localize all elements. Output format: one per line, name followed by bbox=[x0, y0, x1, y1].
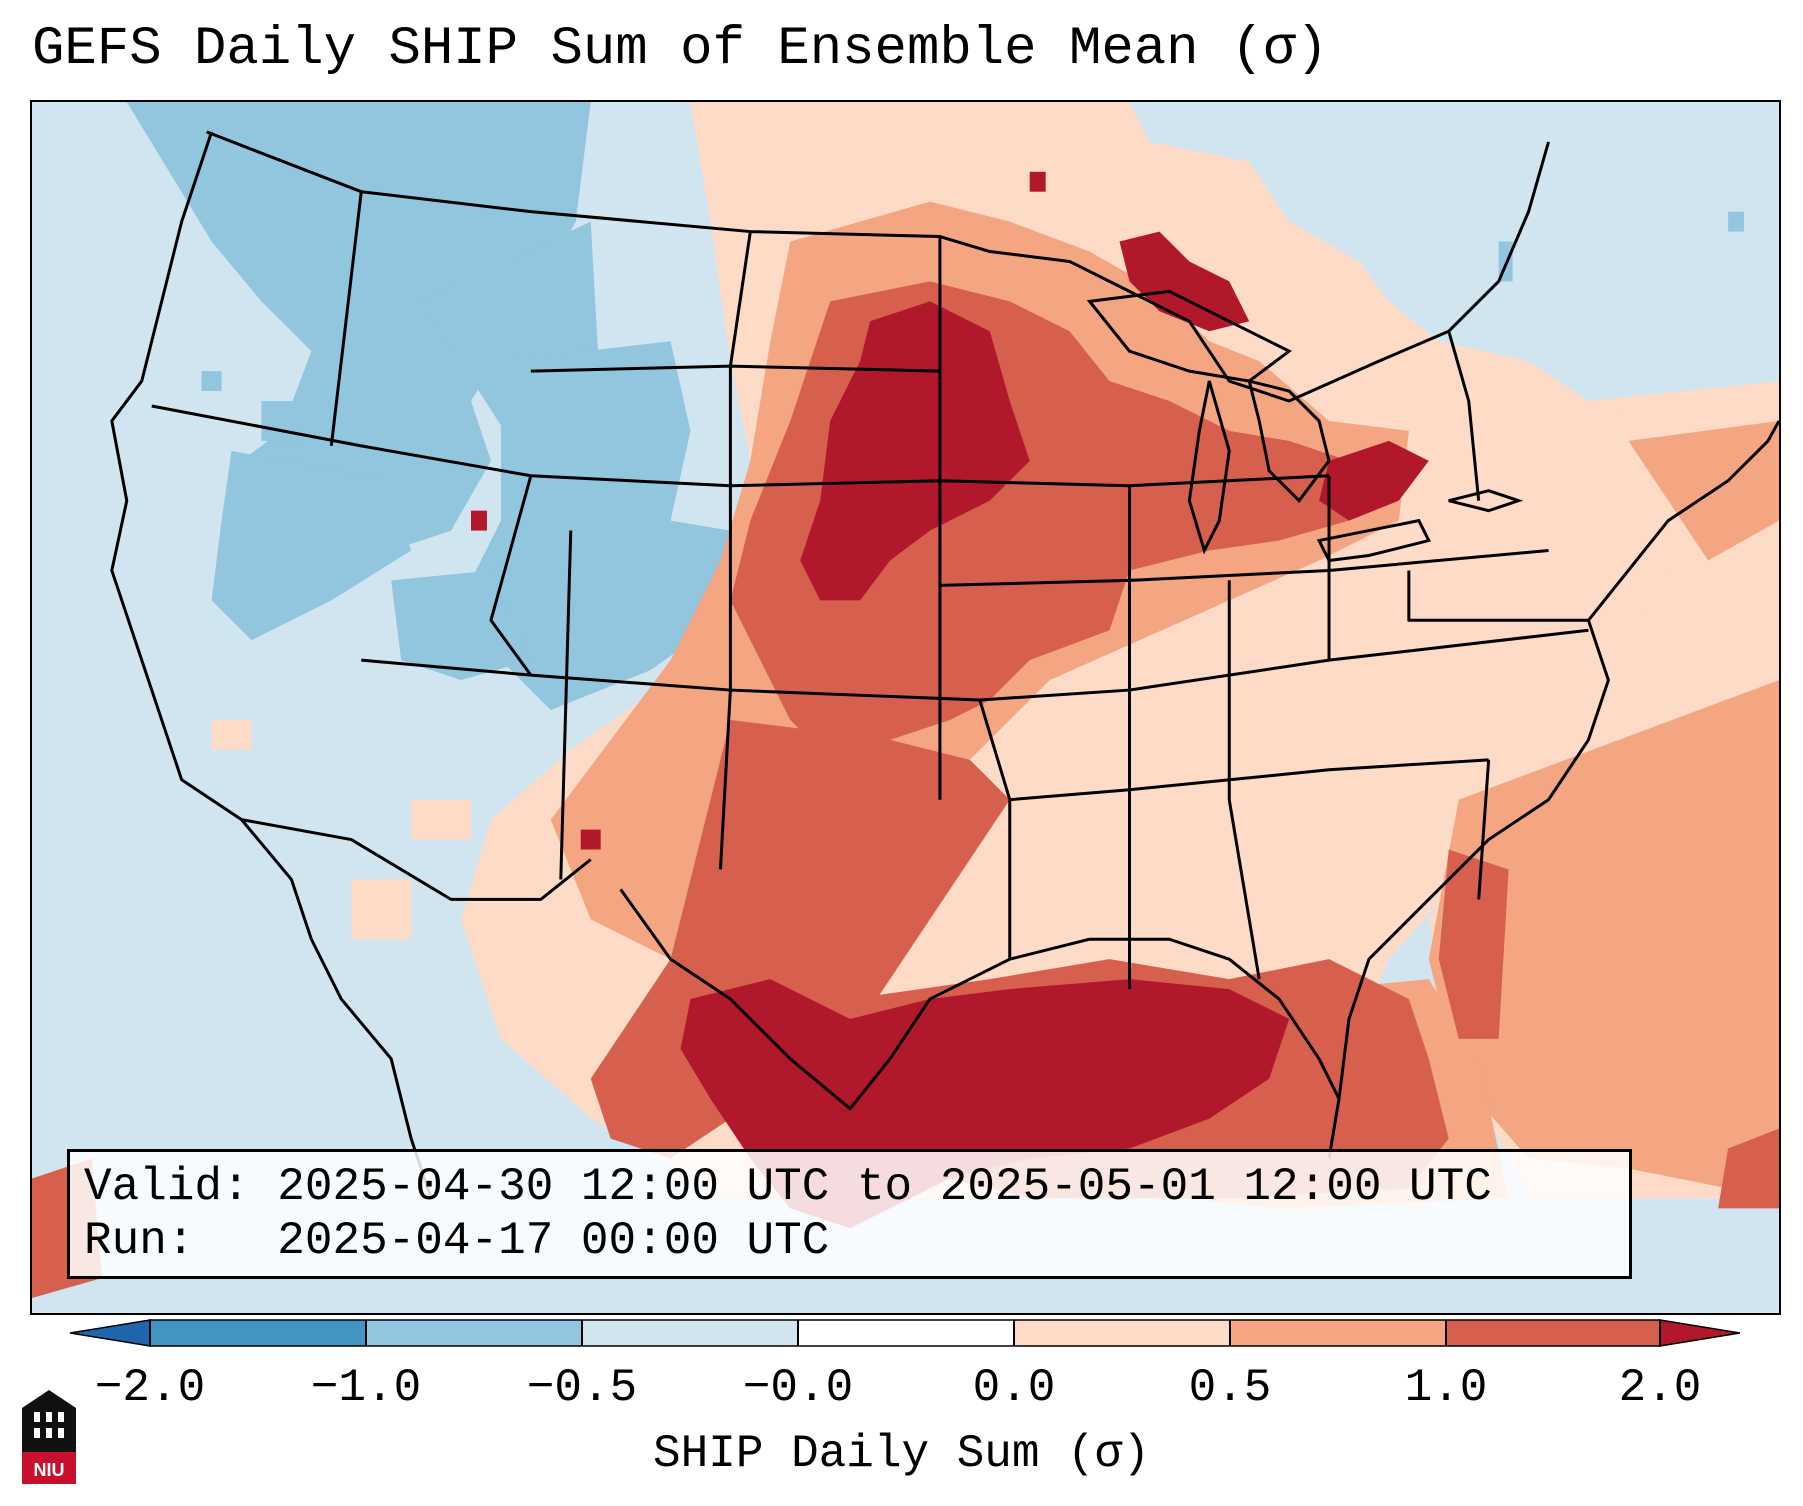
colorbar-extend-high bbox=[1659, 1319, 1740, 1347]
niu-logo-text: NIU bbox=[34, 1460, 65, 1480]
niu-logo: NIU bbox=[22, 1390, 76, 1484]
negative-region-rockies bbox=[211, 341, 731, 710]
colorbar-tick-label: −2.0 bbox=[94, 1362, 206, 1414]
border-line bbox=[1477, 759, 1491, 900]
border-line bbox=[489, 475, 533, 676]
border-line bbox=[329, 191, 363, 447]
canada-border bbox=[206, 130, 1550, 403]
west-coastline bbox=[110, 131, 433, 1199]
colorbar-tick-label: −1.0 bbox=[310, 1362, 422, 1414]
run-label: Run: bbox=[84, 1215, 195, 1267]
valid-value: 2025-04-30 12:00 UTC to 2025-05-01 12:00… bbox=[277, 1161, 1492, 1213]
ship-field-map bbox=[32, 102, 1779, 1313]
colorbar-segment bbox=[582, 1320, 798, 1346]
colorbar-tick-label: 2.0 bbox=[1618, 1362, 1702, 1414]
colorbar-segment bbox=[1230, 1320, 1446, 1346]
map-panel bbox=[30, 100, 1781, 1315]
colorbar-segment bbox=[798, 1320, 1014, 1346]
colorbar-tick-label: 0.5 bbox=[1188, 1362, 1272, 1414]
colorbar bbox=[70, 1319, 1740, 1347]
colorbar-extend-low bbox=[70, 1319, 151, 1347]
east-coastline bbox=[1337, 420, 1779, 1099]
border-line bbox=[718, 689, 732, 870]
colorbar-segment bbox=[1014, 1320, 1230, 1346]
border-line bbox=[1407, 570, 1589, 622]
colorbar-tick-label: −0.0 bbox=[742, 1362, 854, 1414]
colorbar-ticks bbox=[149, 1320, 1661, 1346]
colorbar-segment bbox=[366, 1320, 582, 1346]
valid-label: Valid: bbox=[84, 1161, 250, 1213]
colorbar-tick-label: −0.5 bbox=[526, 1362, 638, 1414]
border-line bbox=[559, 530, 573, 880]
political-boundaries bbox=[110, 130, 1779, 1199]
colorbar-tick-label: 0.0 bbox=[972, 1362, 1056, 1414]
border-line bbox=[1447, 330, 1481, 501]
colorbar-tick-label: 1.0 bbox=[1404, 1362, 1488, 1414]
border-line bbox=[939, 549, 1549, 587]
colorbar-segment bbox=[150, 1320, 366, 1346]
colorbar-label: SHIP Daily Sum (σ) bbox=[653, 1428, 1150, 1480]
valid-run-info-box: Valid: 2025-04-30 12:00 UTC to 2025-05-0… bbox=[67, 1149, 1632, 1279]
run-value: 2025-04-17 00:00 UTC bbox=[277, 1215, 830, 1267]
border-line bbox=[361, 658, 980, 702]
border-line bbox=[728, 231, 752, 367]
colorbar-segment bbox=[1446, 1320, 1660, 1346]
border-line bbox=[241, 818, 592, 901]
great-lakes bbox=[1086, 289, 1524, 563]
border-line bbox=[1227, 580, 1261, 980]
map-title: GEFS Daily SHIP Sum of Ensemble Mean (σ) bbox=[32, 19, 1329, 80]
